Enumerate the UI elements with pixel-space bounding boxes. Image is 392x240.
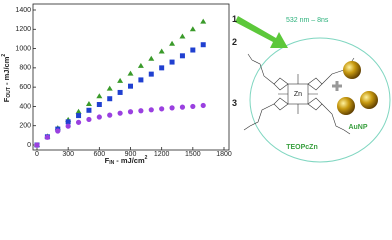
- zinc-atom: Zn: [294, 91, 302, 98]
- x-axis-label: FIN - mJ/cm2: [105, 155, 148, 166]
- data-point: [190, 103, 196, 110]
- data-point: [148, 55, 155, 61]
- y-tick-label: 1400: [15, 7, 31, 14]
- data-point: [137, 62, 144, 68]
- data-point: [179, 104, 186, 110]
- laser-label: 532 nm – 8ns: [286, 17, 329, 24]
- y-tick-label: 0: [27, 142, 31, 149]
- data-point: [200, 18, 207, 24]
- x-tick-label: 1500: [185, 151, 201, 158]
- series-label: 3: [232, 98, 237, 108]
- data-point: [179, 53, 185, 59]
- data-point: [96, 93, 103, 99]
- data-point: [127, 109, 134, 115]
- data-point: [189, 26, 196, 32]
- y-tick-label: 200: [19, 123, 31, 130]
- y-tick-label: 600: [19, 84, 31, 91]
- x-tick-label: 300: [62, 151, 74, 158]
- x-tick-label: 1200: [154, 151, 170, 158]
- series-label: 2: [232, 37, 237, 47]
- data-point: [86, 116, 92, 123]
- gold-nanoparticle: [337, 97, 355, 115]
- scheme-ellipse: [249, 37, 391, 163]
- data-point: [85, 101, 92, 107]
- gold-nanoparticle: [360, 91, 378, 109]
- data-point: [55, 128, 61, 134]
- data-point: [159, 106, 165, 112]
- data-point: [96, 102, 102, 107]
- y-tick-label: 400: [19, 103, 31, 110]
- data-point: [86, 107, 92, 113]
- data-point: [148, 107, 154, 113]
- data-point: [34, 142, 40, 148]
- y-tick-label: 1000: [15, 45, 31, 52]
- laser-arrow: [235, 16, 288, 48]
- x-tick-label: 900: [125, 151, 137, 158]
- data-point: [107, 96, 113, 102]
- data-point: [76, 113, 82, 119]
- data-point: [117, 77, 124, 83]
- series-label: 1: [232, 14, 237, 24]
- data-point: [117, 89, 123, 95]
- y-tick-label: 1200: [15, 26, 31, 33]
- y-tick-label: 800: [19, 65, 31, 72]
- data-point: [117, 110, 123, 116]
- data-point: [128, 83, 133, 89]
- data-point: [138, 108, 144, 114]
- data-point: [200, 42, 206, 48]
- data-point: [158, 48, 165, 54]
- figure: FIN - mJ/cm2 FOUT - mJ/cm2 532 nm – 8ns …: [1, 3, 391, 166]
- data-point: [179, 33, 186, 39]
- plot-frame: [32, 3, 230, 151]
- data-point: [65, 123, 71, 129]
- data-point: [44, 134, 50, 140]
- data-point: [169, 59, 175, 65]
- data-point: [127, 70, 134, 76]
- particle-label: AuNP: [348, 124, 367, 131]
- data-point: [106, 85, 113, 91]
- y-axis-label: FOUT - mJ/cm2: [1, 54, 12, 103]
- data-point: [65, 119, 71, 125]
- data-point: [75, 108, 82, 114]
- data-point: [75, 119, 82, 125]
- data-point: [96, 114, 102, 120]
- data-point: [138, 77, 144, 83]
- data-point: [200, 102, 206, 109]
- data-point: [169, 40, 176, 46]
- data-point: [159, 65, 165, 71]
- x-tick-label: 600: [93, 151, 105, 158]
- molecule-label: TEOPcZn: [286, 144, 318, 151]
- data-point: [148, 71, 154, 77]
- gold-nanoparticle: [343, 61, 361, 79]
- plus-sign: [332, 81, 342, 91]
- data-point: [169, 105, 175, 111]
- data-point: [107, 112, 113, 118]
- data-point: [190, 47, 196, 53]
- x-tick-label: 0: [35, 151, 39, 158]
- x-tick-label: 1800: [216, 151, 232, 158]
